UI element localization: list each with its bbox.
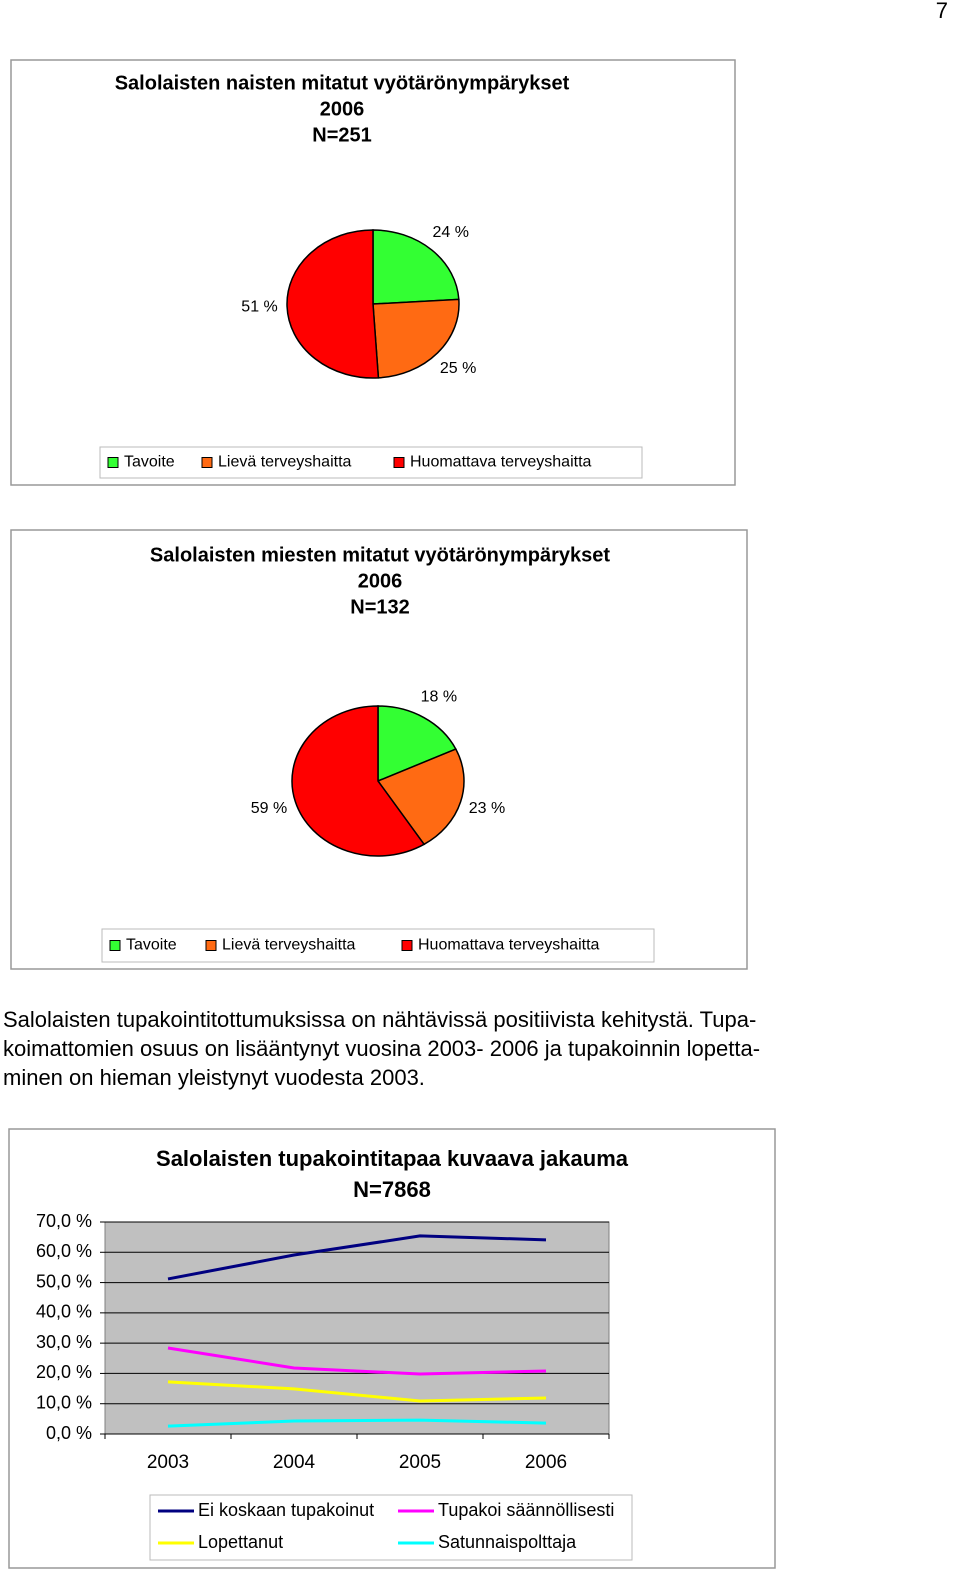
legend-label: Huomattava terveyshaitta xyxy=(418,937,600,954)
chart-title: N=7868 xyxy=(353,1177,431,1202)
legend-swatch xyxy=(201,457,213,468)
y-tick-label: 50,0 % xyxy=(36,1271,92,1291)
series-line xyxy=(167,1234,547,1281)
pie-slice xyxy=(376,748,465,846)
chart-title: Salolaisten naisten mitatut vyötärönympä… xyxy=(115,72,570,94)
chart-title: 2006 xyxy=(358,570,403,592)
legend-label: Lievä terveyshaitta xyxy=(222,937,356,954)
page-number: 7 xyxy=(936,0,948,23)
legend-label: Tavoite xyxy=(124,454,175,471)
pie-slice xyxy=(291,705,426,857)
data-label: 59 % xyxy=(251,800,287,817)
chart-title: N=132 xyxy=(350,596,410,618)
y-tick-label: 30,0 % xyxy=(36,1332,92,1352)
series-line xyxy=(167,1380,547,1403)
data-label: 25 % xyxy=(440,360,476,377)
legend-label: Satunnaispolttaja xyxy=(438,1532,577,1552)
paragraph-line: koimattomien osuus on lisääntynyt vuosin… xyxy=(3,1036,760,1061)
legend-label: Tavoite xyxy=(126,937,177,954)
legend-label: Lievä terveyshaitta xyxy=(218,454,352,471)
legend-swatch xyxy=(109,940,121,951)
legend-swatch xyxy=(205,940,217,951)
chart-title: Salolaisten miesten mitatut vyötärönympä… xyxy=(150,544,610,566)
paragraph-line: minen on hieman yleistynyt vuodesta 2003… xyxy=(3,1065,425,1090)
legend-label: Ei koskaan tupakoinut xyxy=(198,1500,374,1520)
data-label: 23 % xyxy=(469,800,505,817)
y-tick-label: 10,0 % xyxy=(36,1392,92,1412)
series-line xyxy=(167,1346,547,1376)
chart-title: 2006 xyxy=(320,98,365,120)
y-tick-label: 40,0 % xyxy=(36,1302,92,1322)
data-label: 18 % xyxy=(421,689,457,706)
plot-area xyxy=(104,1221,610,1435)
legend-swatch xyxy=(393,457,405,468)
y-tick-label: 20,0 % xyxy=(36,1362,92,1382)
series-line xyxy=(167,1418,547,1428)
legend-frame xyxy=(99,446,643,479)
data-label: 24 % xyxy=(432,224,468,241)
legend-label: Huomattava terveyshaitta xyxy=(410,454,592,471)
pie-slice xyxy=(377,705,457,783)
x-tick-label: 2003 xyxy=(147,1452,189,1473)
x-tick-label: 2005 xyxy=(399,1452,441,1473)
paragraph-line: Salolaisten tupakointitottumuksissa on n… xyxy=(3,1007,756,1032)
y-tick-label: 60,0 % xyxy=(36,1241,92,1261)
legend-label: Tupakoi säännöllisesti xyxy=(438,1500,614,1520)
pie-slice xyxy=(286,229,380,379)
data-label: 51 % xyxy=(241,298,277,315)
pie-slice xyxy=(372,229,460,305)
chart-title: N=251 xyxy=(312,124,372,146)
legend-swatch xyxy=(107,457,119,468)
legend-frame xyxy=(149,1494,633,1561)
pie-slice xyxy=(372,298,460,379)
x-tick-label: 2004 xyxy=(273,1452,316,1473)
y-tick-label: 70,0 % xyxy=(36,1211,92,1231)
chart-title: Salolaisten tupakointitapaa kuvaava jaka… xyxy=(156,1146,629,1171)
x-tick-label: 2006 xyxy=(525,1452,567,1473)
y-tick-label: 0,0 % xyxy=(46,1423,92,1443)
legend-frame xyxy=(101,928,655,963)
legend-swatch xyxy=(401,940,413,951)
legend-label: Lopettanut xyxy=(198,1532,283,1552)
